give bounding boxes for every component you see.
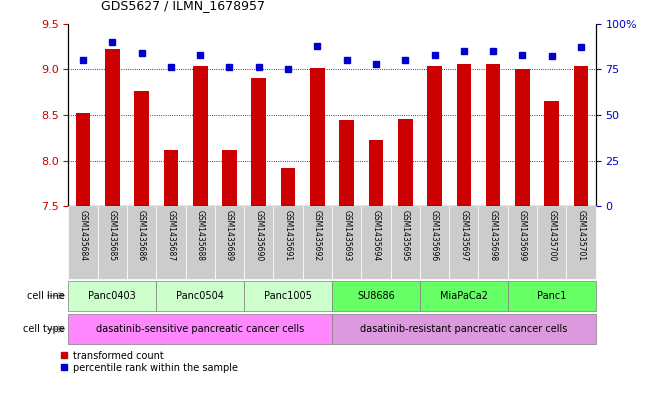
Bar [163, 150, 178, 206]
Bar [339, 119, 354, 206]
Bar [281, 168, 296, 206]
Text: Panc1: Panc1 [537, 291, 566, 301]
Bar [244, 281, 332, 311]
Text: GSM1435697: GSM1435697 [460, 210, 468, 261]
Bar [156, 281, 244, 311]
Bar [368, 140, 383, 206]
Bar [332, 281, 420, 311]
Text: GSM1435689: GSM1435689 [225, 210, 234, 261]
Text: GSM1435699: GSM1435699 [518, 210, 527, 261]
Text: dasatinib-resistant pancreatic cancer cells: dasatinib-resistant pancreatic cancer ce… [360, 324, 568, 334]
Bar [361, 206, 391, 279]
Text: Panc0403: Panc0403 [89, 291, 136, 301]
Bar [456, 64, 471, 206]
Text: Panc0504: Panc0504 [176, 291, 224, 301]
Bar [193, 66, 208, 206]
Bar [427, 66, 442, 206]
Bar [537, 206, 566, 279]
Bar [310, 68, 325, 206]
Text: GSM1435685: GSM1435685 [108, 210, 117, 261]
Bar [76, 113, 90, 206]
Legend: transformed count, percentile rank within the sample: transformed count, percentile rank withi… [60, 351, 238, 373]
Bar [251, 78, 266, 206]
Text: Panc1005: Panc1005 [264, 291, 312, 301]
Bar [449, 206, 478, 279]
Bar [391, 206, 420, 279]
Text: GSM1435684: GSM1435684 [79, 210, 87, 261]
Text: GSM1435692: GSM1435692 [313, 210, 322, 261]
Bar [398, 119, 413, 206]
Bar [68, 281, 156, 311]
Bar [186, 206, 215, 279]
Bar [215, 206, 244, 279]
Text: GSM1435696: GSM1435696 [430, 210, 439, 261]
Text: GSM1435690: GSM1435690 [255, 210, 263, 261]
Bar [332, 206, 361, 279]
Bar [478, 206, 508, 279]
Text: SU8686: SU8686 [357, 291, 395, 301]
Bar [515, 69, 530, 206]
Text: GSM1435700: GSM1435700 [547, 210, 556, 261]
Bar [105, 49, 120, 206]
Text: GSM1435695: GSM1435695 [401, 210, 409, 261]
Text: cell line: cell line [27, 291, 65, 301]
Text: GDS5627 / ILMN_1678957: GDS5627 / ILMN_1678957 [101, 0, 265, 12]
Bar [273, 206, 303, 279]
Bar [544, 101, 559, 206]
Text: cell type: cell type [23, 324, 65, 334]
Text: GSM1435691: GSM1435691 [284, 210, 292, 261]
Bar [98, 206, 127, 279]
Bar [156, 206, 186, 279]
Bar [222, 150, 237, 206]
Bar [420, 281, 508, 311]
Text: GSM1435686: GSM1435686 [137, 210, 146, 261]
Bar [566, 206, 596, 279]
Bar [244, 206, 273, 279]
Bar [486, 64, 501, 206]
Bar [134, 91, 149, 206]
Bar [574, 66, 589, 206]
Text: dasatinib-sensitive pancreatic cancer cells: dasatinib-sensitive pancreatic cancer ce… [96, 324, 304, 334]
Bar [68, 314, 332, 344]
Bar [68, 206, 98, 279]
Text: MiaPaCa2: MiaPaCa2 [440, 291, 488, 301]
Bar [420, 206, 449, 279]
Bar [332, 314, 596, 344]
Bar [127, 206, 156, 279]
Bar [508, 281, 596, 311]
Text: GSM1435688: GSM1435688 [196, 210, 204, 261]
Text: GSM1435687: GSM1435687 [167, 210, 175, 261]
Bar [303, 206, 332, 279]
Text: GSM1435694: GSM1435694 [372, 210, 380, 261]
Bar [508, 206, 537, 279]
Text: GSM1435701: GSM1435701 [577, 210, 585, 261]
Text: GSM1435693: GSM1435693 [342, 210, 351, 261]
Text: GSM1435698: GSM1435698 [489, 210, 497, 261]
